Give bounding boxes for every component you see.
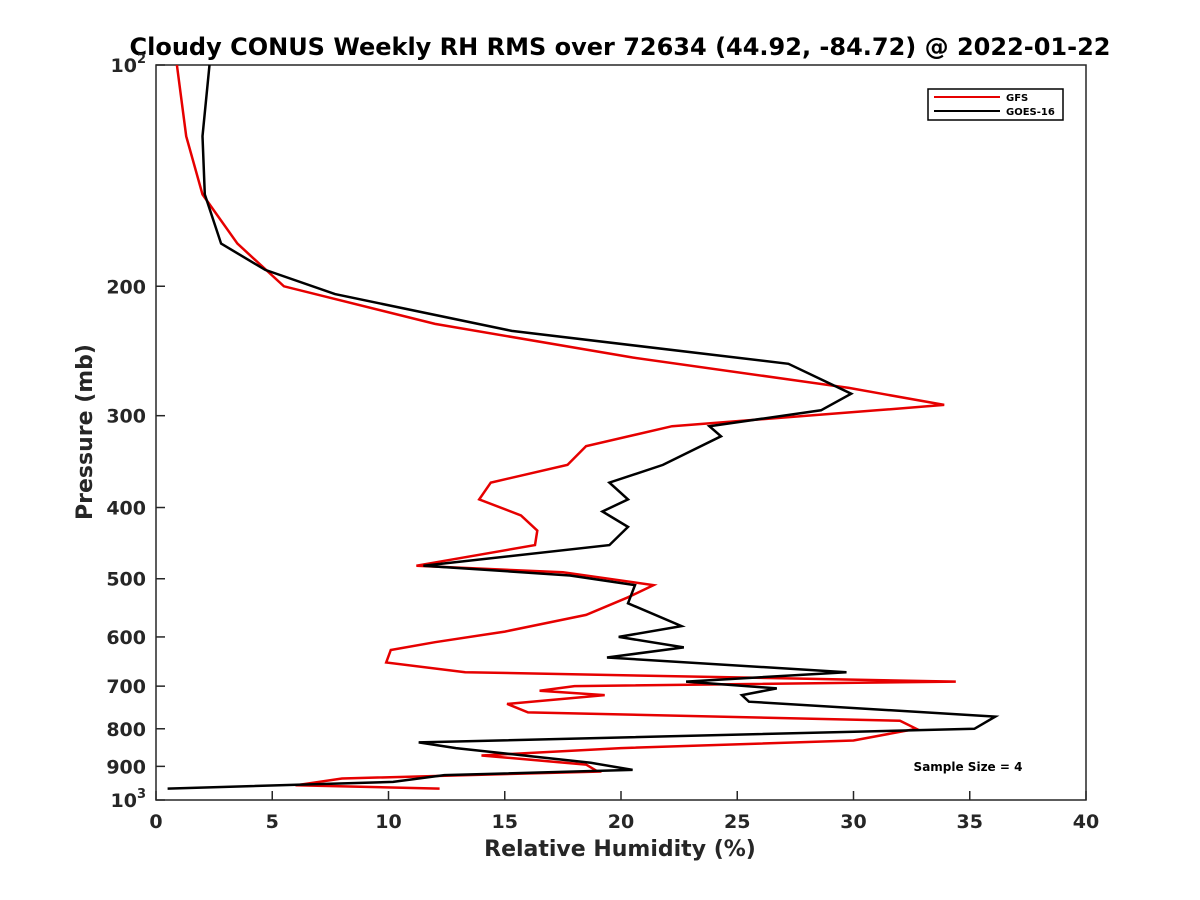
y-axis-ticks: 102 200 300 400 500 600 700 800 900 103 <box>106 52 165 812</box>
sample-size-annotation: Sample Size = 4 <box>914 760 1023 774</box>
series-line-gfs <box>175 64 956 790</box>
y-tick-label: 700 <box>106 676 146 698</box>
y-axis-label: Pressure (mb) <box>73 344 98 520</box>
legend-box <box>927 88 1064 121</box>
x-axis-label: Relative Humidity (%) <box>484 837 756 862</box>
x-tick-label: 25 <box>724 811 750 833</box>
y-tick-label: 600 <box>106 627 146 649</box>
legend-label-gfs: GFS <box>1006 93 1028 104</box>
x-tick-label: 15 <box>492 811 518 833</box>
x-tick-label: 5 <box>266 811 279 833</box>
x-tick-label: 20 <box>608 811 634 833</box>
y-tick-label: 300 <box>106 406 146 428</box>
y-tick-label: 103 <box>111 787 147 812</box>
y-tick-label: 500 <box>106 569 146 591</box>
y-tick-label: 200 <box>106 276 146 298</box>
x-tick-label: 40 <box>1073 811 1099 833</box>
axes-frame <box>155 64 1087 801</box>
x-axis-ticks: 0 5 10 15 20 25 30 35 40 <box>149 791 1099 833</box>
y-tick-label: 400 <box>106 498 146 520</box>
x-tick-label: 30 <box>840 811 866 833</box>
x-tick-label: 35 <box>957 811 983 833</box>
legend: GFS GOES-16 <box>927 88 1064 121</box>
y-tick-label: 900 <box>106 756 146 778</box>
y-tick-label: 800 <box>106 719 146 741</box>
series-line-goes16 <box>167 64 1000 790</box>
y-tick-label: 102 <box>111 52 147 77</box>
legend-label-goes16: GOES-16 <box>1006 107 1055 118</box>
x-tick-label: 0 <box>149 811 162 833</box>
x-tick-label: 10 <box>375 811 401 833</box>
chart-title: Cloudy CONUS Weekly RH RMS over 72634 (4… <box>130 33 1111 61</box>
series-group <box>167 64 1000 790</box>
plot-area: 0 5 10 15 20 25 30 35 40 102 200 300 400 500 600 700 80… <box>106 52 1099 833</box>
